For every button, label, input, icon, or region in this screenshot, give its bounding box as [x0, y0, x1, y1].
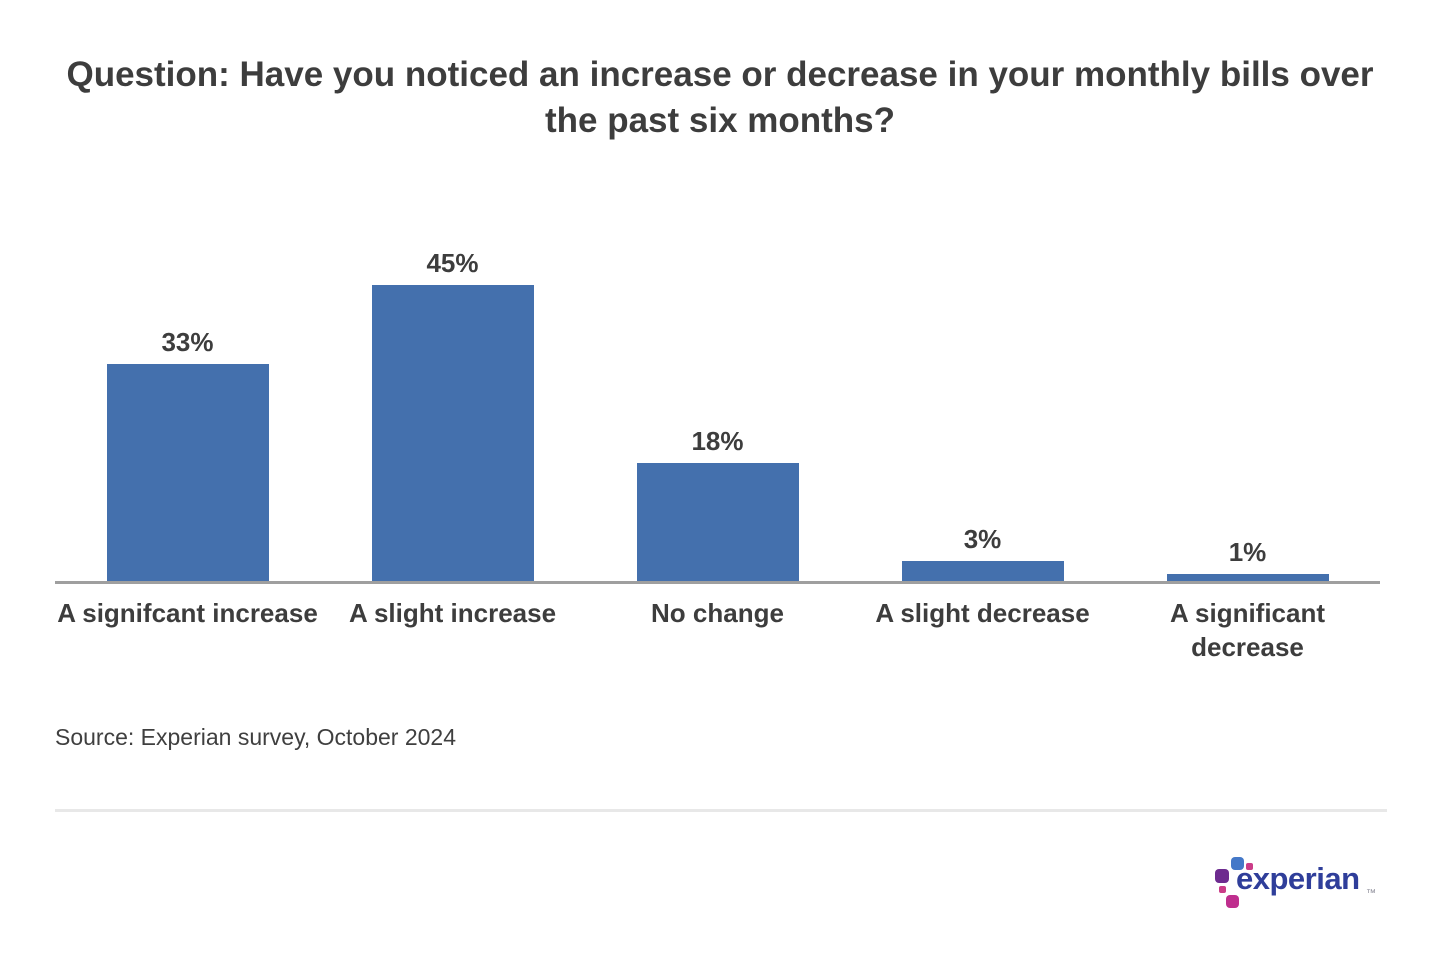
logo-dot-pink-top-icon — [1246, 863, 1253, 870]
category-label: A signifcant increase — [57, 598, 318, 628]
category-label: A slight increase — [348, 598, 557, 628]
chart-title-text: Question: Have you noticed an increase o… — [66, 55, 1374, 140]
category-label: No change — [651, 598, 784, 628]
source-note: Source: Experian survey, October 2024 — [55, 724, 457, 750]
bar — [1166, 574, 1329, 581]
logo-block-purple-icon — [1215, 869, 1229, 883]
bar-value-label: 1% — [1228, 537, 1267, 568]
category-label: A slight decrease — [875, 598, 1090, 628]
bar — [901, 561, 1064, 581]
bar-slot: 45% — [320, 247, 585, 581]
bar-slot: 33% — [55, 247, 320, 581]
bar — [636, 463, 799, 581]
footer-divider — [55, 809, 1387, 812]
bar — [371, 285, 534, 581]
bar-value-label: 3% — [963, 524, 1002, 555]
category-labels-row: A signifcant increase A slight increase No… — [55, 596, 1380, 664]
logo-block-magenta-icon — [1226, 895, 1239, 908]
bar-slot: 1% — [1115, 247, 1380, 581]
bar-value-label: 45% — [426, 248, 479, 279]
bar-value-label: 18% — [691, 426, 744, 457]
chart-title: Question: Have you noticed an increase o… — [55, 52, 1385, 144]
bar-value-label: 33% — [161, 327, 214, 358]
trademark-symbol: ™ — [1366, 888, 1376, 899]
category-label: A significant decrease — [1169, 598, 1326, 662]
bars-row: 33% 45% 18% 3% 1% — [55, 247, 1380, 584]
logo-dot-pink-mid-icon — [1219, 886, 1226, 893]
logo-block-blue-icon — [1231, 857, 1244, 870]
experian-wordmark: experian — [1236, 861, 1360, 896]
bar — [106, 364, 269, 581]
bar-slot: 3% — [850, 247, 1115, 581]
experian-logo: experian ™ — [1214, 852, 1394, 914]
bar-slot: 18% — [585, 247, 850, 581]
bar-chart: 33% 45% 18% 3% 1% A signifcant increase A sli… — [55, 247, 1380, 664]
